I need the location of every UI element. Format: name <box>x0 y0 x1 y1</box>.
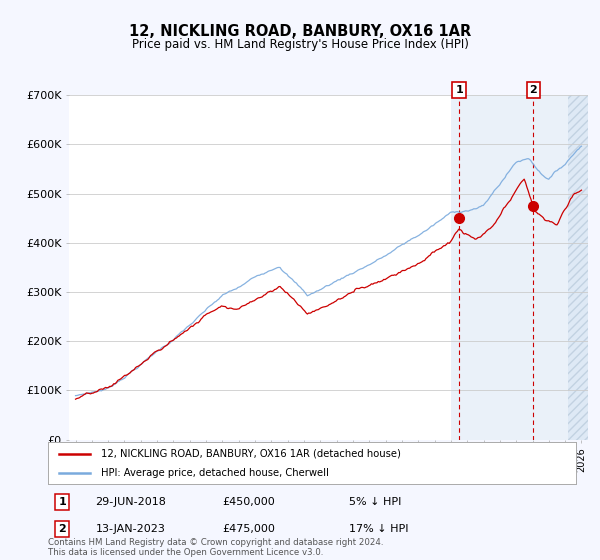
Text: 13-JAN-2023: 13-JAN-2023 <box>95 524 166 534</box>
Text: Price paid vs. HM Land Registry's House Price Index (HPI): Price paid vs. HM Land Registry's House … <box>131 38 469 50</box>
Text: 17% ↓ HPI: 17% ↓ HPI <box>349 524 409 534</box>
Text: 12, NICKLING ROAD, BANBURY, OX16 1AR (detached house): 12, NICKLING ROAD, BANBURY, OX16 1AR (de… <box>101 449 401 459</box>
Text: 5% ↓ HPI: 5% ↓ HPI <box>349 497 401 507</box>
Text: 2: 2 <box>59 524 67 534</box>
Text: 1: 1 <box>455 85 463 95</box>
Text: £475,000: £475,000 <box>222 524 275 534</box>
Text: 12, NICKLING ROAD, BANBURY, OX16 1AR: 12, NICKLING ROAD, BANBURY, OX16 1AR <box>129 24 471 39</box>
Bar <box>451 95 588 440</box>
Text: 29-JUN-2018: 29-JUN-2018 <box>95 497 166 507</box>
Text: £450,000: £450,000 <box>222 497 275 507</box>
Text: Contains HM Land Registry data © Crown copyright and database right 2024.
This d: Contains HM Land Registry data © Crown c… <box>48 538 383 557</box>
Text: 2: 2 <box>529 85 537 95</box>
Bar <box>568 95 588 440</box>
Text: 1: 1 <box>59 497 67 507</box>
Text: HPI: Average price, detached house, Cherwell: HPI: Average price, detached house, Cher… <box>101 468 329 478</box>
